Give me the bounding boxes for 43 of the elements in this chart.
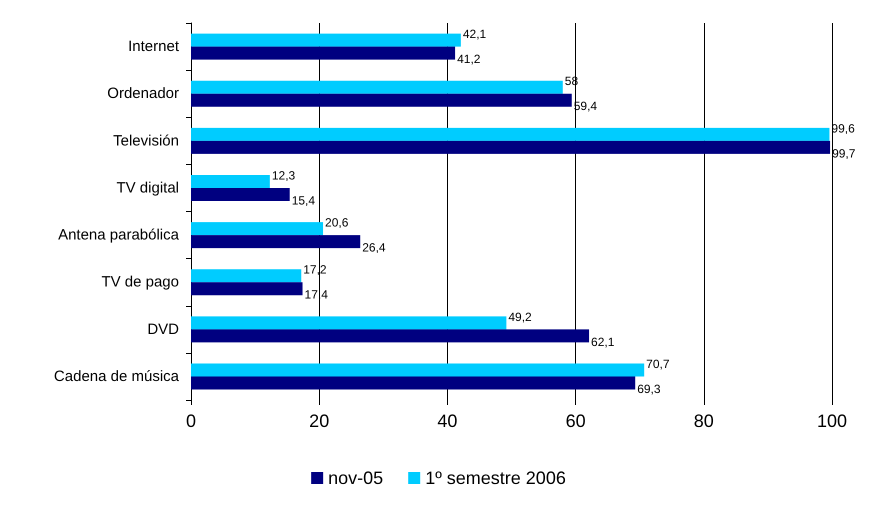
bar [191,128,830,141]
data-label: 69,3 [637,382,661,396]
bar [191,282,303,296]
bar [191,46,456,60]
data-label: 15,4 [292,193,316,208]
bar [191,140,830,154]
x-tick-label: 40 [437,411,458,431]
data-label: 20,6 [325,216,349,230]
y-tick-label: Internet [128,38,180,56]
bar [191,174,270,188]
bar [191,363,644,376]
bar [191,188,290,201]
bar [191,316,506,330]
data-label: 49,2 [508,310,532,324]
x-tick-label: 0 [186,411,196,431]
y-tick-label: Cadena de música [54,368,180,385]
x-tick-label: 20 [309,411,330,431]
y-tick-label: TV digital [116,179,179,196]
bar [191,34,461,47]
bar [191,94,572,107]
data-label: 12,3 [272,168,296,182]
data-label: 70,7 [646,356,670,371]
x-tick-label: 60 [566,411,586,431]
y-tick-label: Antena parabólica [58,226,180,244]
bar [191,376,636,390]
bar [191,235,360,248]
x-tick-label: 100 [816,411,848,431]
y-tick-label: TV de pago [101,274,179,291]
bar [191,329,590,342]
y-tick-label: Ordenador [107,85,179,102]
data-label: 42,1 [462,27,487,42]
data-label: 26,4 [362,240,386,255]
legend-label: 1º semestre 2006 [425,468,566,488]
bar [191,80,563,94]
data-label: 62,1 [591,334,615,349]
bar [191,222,324,236]
data-label: 41,2 [457,52,481,66]
y-tick-label: DVD [147,320,180,338]
bar [191,269,302,282]
legend-label: nov-05 [328,468,384,488]
x-tick-label: 80 [694,411,714,431]
y-tick-label: Televisión [113,132,179,150]
data-label: 99,7 [832,146,856,160]
